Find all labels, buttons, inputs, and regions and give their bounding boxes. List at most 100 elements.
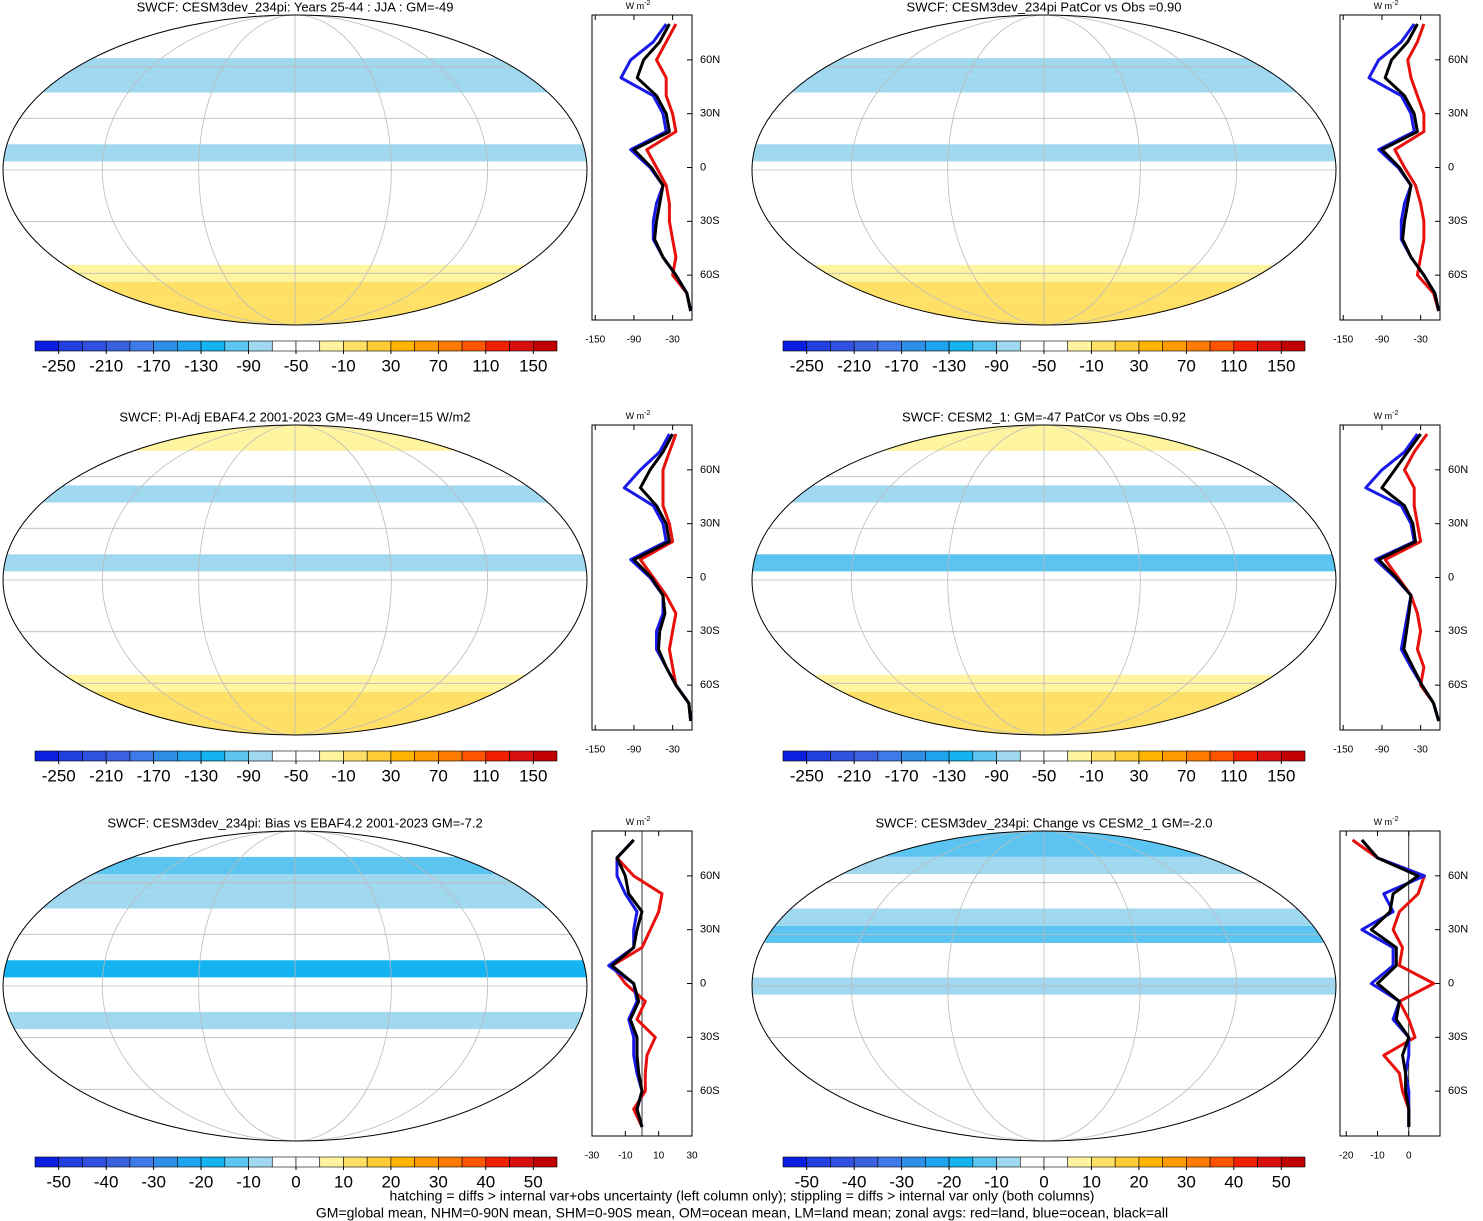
colorbar-label: 70: [1177, 766, 1196, 785]
y-tick-label: 0: [1448, 977, 1454, 989]
units-exponent: -2: [1392, 0, 1398, 7]
colorbar-label: 50: [1272, 1172, 1291, 1191]
colorbar-label: -210: [89, 766, 123, 785]
colorbar-box: [972, 1156, 997, 1168]
colorbar-box: [806, 1156, 831, 1168]
colorbar-box: [853, 750, 879, 762]
colorbar-box: [153, 340, 178, 352]
colorbar-box: [105, 340, 131, 352]
map-body: [752, 15, 1336, 325]
colorbar-box: [295, 750, 321, 762]
colorbar-label: -40: [94, 1172, 119, 1191]
colorbar-box: [390, 750, 415, 762]
colorbar-box: [1233, 340, 1258, 352]
colorbar-label: 150: [519, 356, 547, 375]
colorbar-box: [82, 750, 107, 762]
colorbar-box: [224, 750, 249, 762]
map-body: [3, 831, 587, 1141]
y-tick-label: 60N: [700, 464, 720, 476]
colorbar-box: [438, 750, 463, 762]
colorbar-box: [200, 1156, 226, 1168]
colorbar-box: [461, 340, 487, 352]
colorbar-box: [925, 340, 950, 352]
colorbar-box: [1257, 1156, 1282, 1168]
colorbar-box: [532, 340, 558, 352]
y-tick-label: 60S: [1448, 679, 1468, 691]
colorbar-box: [996, 750, 1021, 762]
colorbar-box: [438, 1156, 463, 1168]
colorbar-label: 110: [472, 356, 499, 375]
colorbar-label: -170: [885, 356, 919, 375]
units-text: W m: [626, 817, 645, 827]
colorbar-label: -50: [284, 356, 309, 375]
x-tick-label: -90: [1375, 335, 1390, 346]
y-tick-label: 60N: [1448, 464, 1468, 476]
y-tick-label: 30S: [700, 215, 720, 227]
colorbar-label: 70: [429, 766, 448, 785]
units-exponent: -2: [644, 410, 650, 417]
colorbar-box: [34, 750, 60, 762]
colorbar-box: [1019, 750, 1045, 762]
colorbar-box: [105, 750, 131, 762]
colorbar-box: [1114, 340, 1140, 352]
colorbar-box: [1280, 1156, 1306, 1168]
colorbar-label: -30: [141, 1172, 166, 1191]
x-tick-label: 0: [1406, 1151, 1412, 1162]
colorbar-box: [948, 750, 974, 762]
zonal-line: [1364, 433, 1441, 722]
y-tick-label: 30N: [700, 924, 720, 936]
colorbar-label: -210: [837, 356, 871, 375]
footer-note: GM=global mean, NHM=0-90N mean, SHM=0-90…: [316, 1205, 1168, 1221]
colorbar-label: 110: [472, 766, 499, 785]
colorbar-box: [271, 750, 297, 762]
graticule: [850, 425, 1238, 735]
x-tick-label: -150: [1333, 745, 1353, 756]
colorbar-label: -250: [42, 766, 76, 785]
colorbar-box: [177, 340, 202, 352]
colorbar-box: [532, 1156, 558, 1168]
colorbar-label: -50: [1032, 356, 1057, 375]
zonal-line: [1360, 839, 1426, 1127]
colorbar-box: [485, 340, 510, 352]
colorbar-label: 30: [1129, 766, 1148, 785]
colorbar-box: [82, 340, 107, 352]
zonal-line: [1360, 839, 1420, 1127]
colorbar-label: -10: [1079, 766, 1104, 785]
map-title: SWCF: CESM2_1: GM=-47 PatCor vs Obs =0.9…: [902, 409, 1186, 424]
units-text: W m: [626, 411, 645, 421]
graticule: [101, 831, 489, 1141]
units-text: W m: [626, 1, 645, 11]
zonal-line: [632, 433, 693, 722]
colorbar-box: [1067, 1156, 1092, 1168]
colorbar-box: [1091, 340, 1116, 352]
y-tick-label: 30N: [1448, 108, 1468, 120]
colorbar-box: [461, 1156, 487, 1168]
colorbar-label: -20: [189, 1172, 214, 1191]
colorbar-box: [782, 1156, 808, 1168]
colorbar-box: [438, 340, 463, 352]
units: W m-2: [626, 410, 651, 422]
colorbar-box: [343, 750, 368, 762]
x-tick-label: -10: [1370, 1151, 1385, 1162]
colorbar-box: [877, 750, 902, 762]
map-outline: [751, 424, 1337, 736]
colorbar-box: [58, 1156, 83, 1168]
colorbar-box: [1138, 340, 1163, 352]
colorbar-label: -170: [885, 766, 919, 785]
colorbar-label: 150: [519, 766, 547, 785]
colorbar-box: [414, 750, 439, 762]
colorbar-label: -90: [236, 356, 261, 375]
colorbar-box: [390, 1156, 415, 1168]
colorbar-label: -170: [137, 766, 171, 785]
colorbar-box: [1138, 1156, 1163, 1168]
colorbar-box: [806, 340, 831, 352]
colorbar-box: [295, 1156, 321, 1168]
colorbar-label: -250: [790, 766, 824, 785]
colorbar-box: [1162, 340, 1187, 352]
colorbar-box: [509, 340, 534, 352]
colorbar-label: 70: [1177, 356, 1196, 375]
zonal-line: [610, 838, 644, 1128]
colorbar-box: [366, 750, 392, 762]
colorbar-label: 0: [1039, 1172, 1048, 1191]
colorbar-label: -130: [184, 356, 218, 375]
